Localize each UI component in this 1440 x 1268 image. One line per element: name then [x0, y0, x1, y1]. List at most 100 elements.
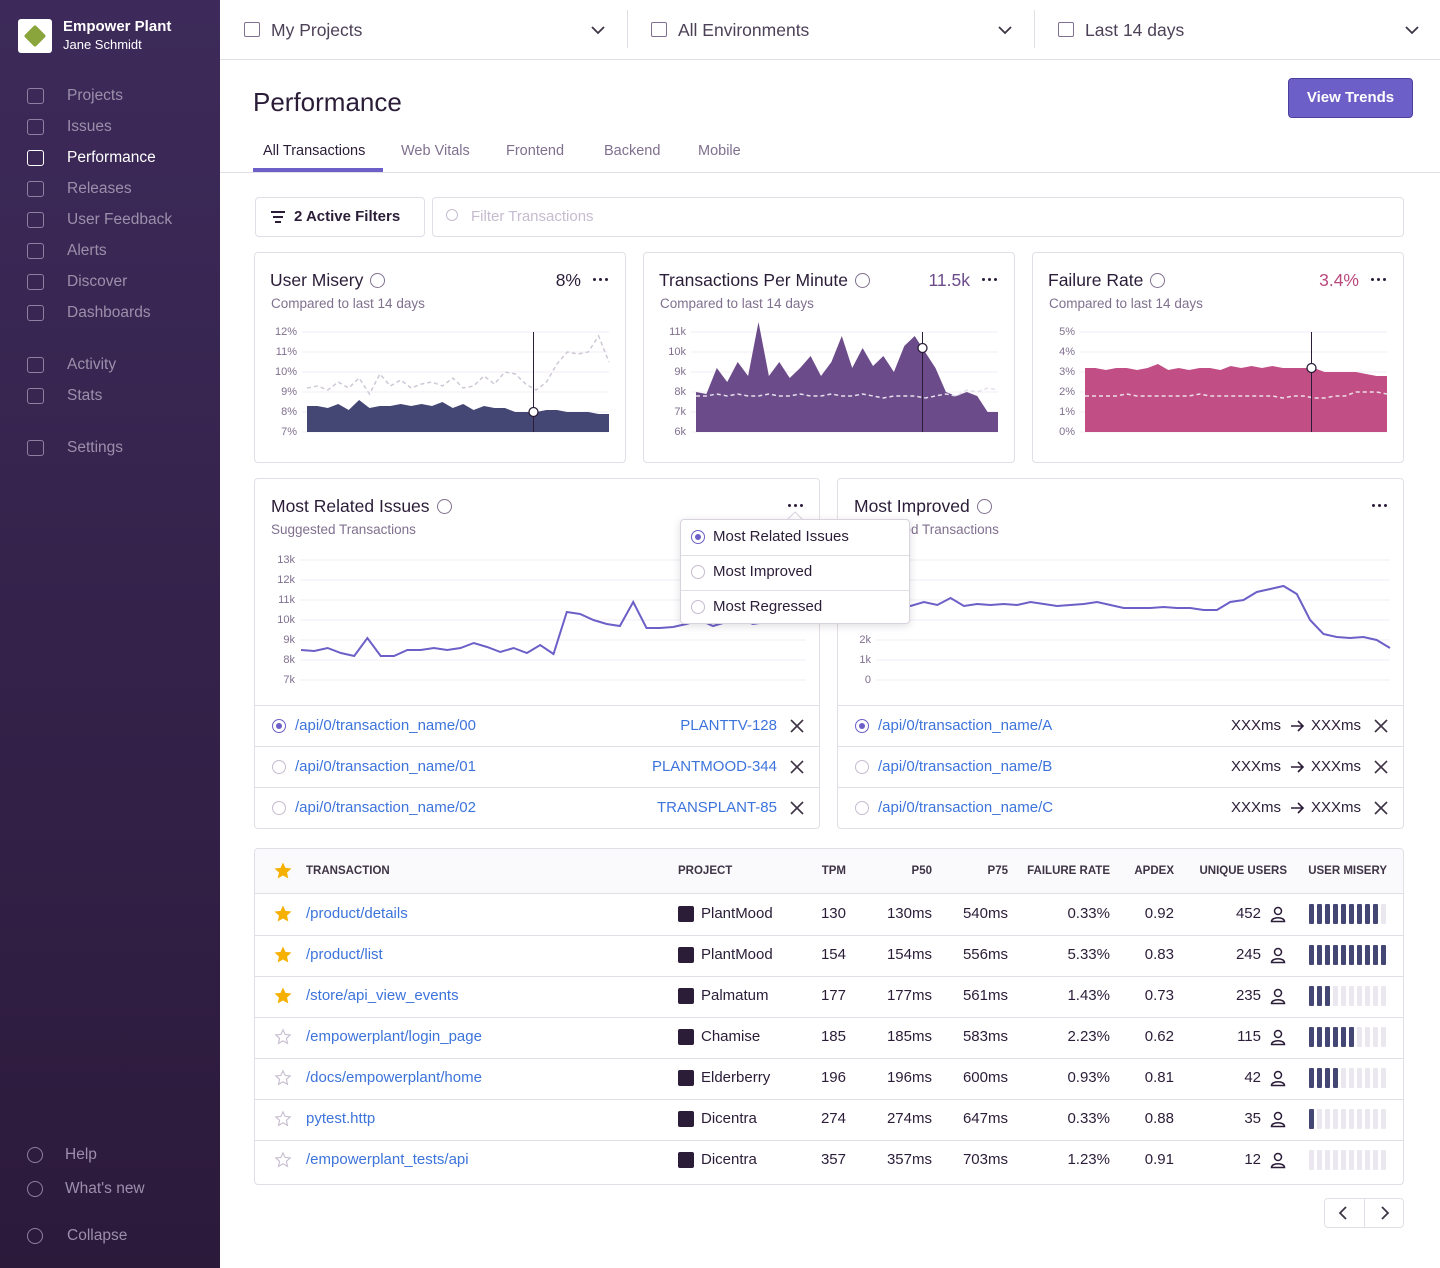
- issue-link[interactable]: PLANTTV-128: [680, 717, 777, 734]
- cell-transaction[interactable]: /product/list: [306, 946, 383, 963]
- search-box[interactable]: [432, 197, 1404, 237]
- filter-button[interactable]: [255, 197, 425, 237]
- more-button[interactable]: [1370, 501, 1390, 511]
- menu-option[interactable]: Most Improved: [713, 563, 813, 580]
- cell-transaction[interactable]: /empowerplant/login_page: [306, 1028, 482, 1045]
- help-icon[interactable]: [855, 272, 871, 288]
- menu-option[interactable]: Most Related Issues: [713, 528, 849, 545]
- tab[interactable]: Web Vitals: [401, 143, 470, 159]
- menu-caret: [785, 511, 805, 522]
- radio[interactable]: [855, 801, 869, 815]
- cell-p50: 185ms: [886, 1028, 932, 1045]
- page-selector[interactable]: All Environments: [678, 20, 810, 40]
- nav-item[interactable]: Issues: [67, 118, 112, 135]
- radio[interactable]: [691, 565, 705, 579]
- transaction-link[interactable]: /api/0/transaction_name/02: [295, 799, 476, 816]
- tab[interactable]: Mobile: [698, 143, 741, 159]
- cell-project: Elderberry: [701, 1069, 771, 1086]
- misery-segment: [1309, 904, 1314, 924]
- star: [274, 905, 292, 922]
- radio[interactable]: [691, 600, 705, 614]
- y-tick-label: 7k: [283, 674, 295, 686]
- cell-unique-users: 115: [1237, 1028, 1261, 1045]
- cell-transaction[interactable]: pytest.http: [306, 1110, 376, 1127]
- nav-item[interactable]: Discover: [67, 273, 128, 290]
- tab[interactable]: Backend: [604, 143, 661, 159]
- chevron: [1338, 1206, 1347, 1220]
- y-tick-label: 11k: [278, 594, 295, 606]
- misery-segment: [1341, 1068, 1346, 1088]
- column-header: APDEX: [1134, 865, 1174, 877]
- nav-item[interactable]: Performance: [67, 149, 156, 166]
- nav-item[interactable]: Activity: [67, 356, 117, 373]
- radio[interactable]: [272, 719, 286, 733]
- project-icon: [678, 1111, 694, 1127]
- nav-item[interactable]: Projects: [67, 87, 123, 104]
- filter-button-label: 2 Active Filters: [294, 208, 401, 225]
- user-body: [1270, 1122, 1286, 1128]
- star-icon: [274, 946, 292, 963]
- help-icon[interactable]: [976, 498, 992, 514]
- transaction-link[interactable]: /api/0/transaction_name/B: [878, 758, 1053, 775]
- help-icon[interactable]: [370, 272, 386, 288]
- user-icon: [1270, 906, 1286, 923]
- cell-p75: 540ms: [962, 905, 1008, 922]
- radio[interactable]: [272, 760, 286, 774]
- cell-transaction[interactable]: /store/api_view_events: [306, 987, 459, 1004]
- close-icon: [1374, 760, 1388, 774]
- y-tick-label: 9k: [674, 366, 686, 378]
- row-divider: [255, 746, 819, 747]
- column-header: PROJECT: [678, 865, 733, 877]
- radio[interactable]: [855, 760, 869, 774]
- issue-link[interactable]: PLANTMOOD-344: [651, 758, 777, 775]
- dot: [800, 504, 804, 508]
- more-button[interactable]: [1369, 275, 1389, 285]
- widget-title-row: Most Improved: [854, 495, 992, 517]
- nav-icon: [27, 440, 44, 456]
- transaction-link[interactable]: /api/0/transaction_name/01: [295, 758, 476, 775]
- tab[interactable]: Frontend: [506, 143, 565, 159]
- help-icon[interactable]: [436, 498, 452, 514]
- nav-item[interactable]: User Feedback: [67, 211, 173, 228]
- radio[interactable]: [691, 530, 705, 544]
- radio[interactable]: [855, 719, 869, 733]
- action-button[interactable]: View Trends: [1288, 78, 1413, 118]
- dot: [593, 278, 597, 282]
- transaction-link[interactable]: /api/0/transaction_name/00: [295, 717, 476, 734]
- y-tick-label: 1k: [859, 654, 871, 666]
- project-icon: [678, 1070, 694, 1086]
- footer-item[interactable]: Help: [65, 1146, 97, 1163]
- help-icon[interactable]: [1150, 272, 1166, 288]
- footer-item[interactable]: Collapse: [67, 1227, 128, 1244]
- cell-transaction[interactable]: /product/details: [306, 905, 408, 922]
- cell-p75: 583ms: [962, 1028, 1008, 1045]
- nav-item[interactable]: Releases: [67, 180, 132, 197]
- page-selector[interactable]: Last 14 days: [1085, 20, 1185, 40]
- y-tick-label: 2k: [859, 634, 871, 646]
- transaction-link[interactable]: /api/0/transaction_name/A: [878, 717, 1053, 734]
- more-button[interactable]: [980, 275, 1000, 285]
- user-body: [1270, 999, 1286, 1005]
- star: [274, 987, 292, 1004]
- nav-item[interactable]: Stats: [67, 387, 103, 404]
- chevron: [1381, 1206, 1390, 1220]
- misery-segment: [1357, 1150, 1362, 1170]
- transaction-link[interactable]: /api/0/transaction_name/C: [878, 799, 1054, 816]
- nav-item[interactable]: Dashboards: [67, 304, 151, 321]
- tab[interactable]: All Transactions: [263, 143, 366, 159]
- more-button[interactable]: [591, 275, 611, 285]
- more-button[interactable]: [786, 501, 806, 511]
- misery-segment: [1333, 1150, 1338, 1170]
- nav-item[interactable]: Alerts: [67, 242, 107, 259]
- nav-icon: [27, 150, 44, 166]
- cell-transaction[interactable]: /empowerplant_tests/api: [306, 1151, 469, 1168]
- menu-option[interactable]: Most Regressed: [713, 598, 823, 615]
- cell-project: PlantMood: [701, 905, 773, 922]
- cell-transaction[interactable]: /docs/empowerplant/home: [306, 1069, 482, 1086]
- issue-link[interactable]: TRANSPLANT-85: [656, 799, 777, 816]
- footer-item[interactable]: What's new: [65, 1180, 145, 1197]
- page-selector[interactable]: My Projects: [271, 20, 363, 40]
- radio[interactable]: [272, 801, 286, 815]
- column-header: TPM: [821, 865, 846, 877]
- nav-item[interactable]: Settings: [67, 439, 124, 456]
